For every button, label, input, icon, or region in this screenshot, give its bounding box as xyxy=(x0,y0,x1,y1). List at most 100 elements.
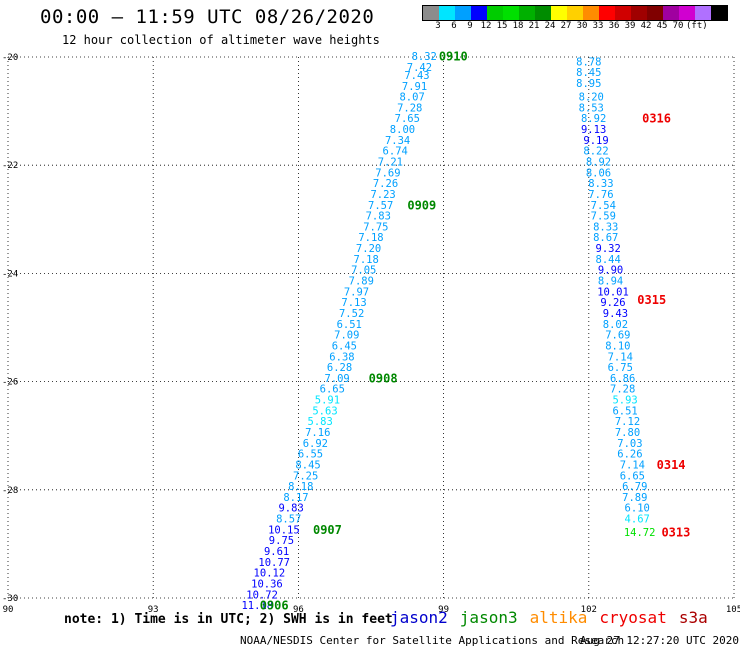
data-point-jason3: 7.13 xyxy=(341,297,366,309)
data-point-cryosat: 8.02 xyxy=(603,319,628,331)
data-point-jason3: 5.83 xyxy=(308,416,333,428)
x-tick-label: 93 xyxy=(148,605,159,615)
x-tick-label: 96 xyxy=(293,605,304,615)
legend-swatch xyxy=(599,6,615,20)
data-point-cryosat: 8.67 xyxy=(593,232,618,244)
satellite-name: jason3 xyxy=(459,608,518,627)
data-point-cryosat: 8.92 xyxy=(581,113,606,125)
data-point-jason3: 7.65 xyxy=(395,113,420,125)
data-point-jason3: 10.77 xyxy=(258,557,290,569)
legend-label: (ft) xyxy=(686,21,708,31)
data-point-cryosat: 8.92 xyxy=(586,156,611,168)
data-point-cryosat: 6.10 xyxy=(625,503,650,515)
legend-swatch xyxy=(535,6,551,20)
data-point-cryosat: 9.19 xyxy=(583,135,608,147)
y-tick-label: -22 xyxy=(2,161,18,171)
pass-time-label: 0907 xyxy=(313,523,342,537)
data-point-cryosat: 9.32 xyxy=(596,243,621,255)
data-point-cryosat: 8.33 xyxy=(593,221,618,233)
data-point-cryosat: 8.06 xyxy=(586,167,611,179)
data-point-cryosat: 7.03 xyxy=(617,438,642,450)
data-point-jason3: 7.34 xyxy=(385,135,410,147)
data-point-cryosat: 7.76 xyxy=(588,189,613,201)
data-point-jason3: 9.83 xyxy=(278,503,303,515)
data-point-jason3: 8.17 xyxy=(283,492,308,504)
data-point-jason3: 7.25 xyxy=(293,470,318,482)
legend-label: 18 xyxy=(512,21,524,31)
data-point-jason3: 10.72 xyxy=(246,589,278,601)
data-point-cryosat: 9.13 xyxy=(581,124,606,136)
legend-label: 15 xyxy=(496,21,508,31)
data-point-cryosat: 8.44 xyxy=(596,254,621,266)
data-point-jason3: 8.18 xyxy=(288,481,313,493)
legend-swatch xyxy=(695,6,711,20)
data-point-jason3: 7.18 xyxy=(354,254,379,266)
data-point-jason3: 5.91 xyxy=(315,395,340,407)
pass-time-label: 0910 xyxy=(439,50,468,64)
data-point-jason3: 7.91 xyxy=(402,81,427,93)
data-point-cryosat: 5.93 xyxy=(612,395,637,407)
data-point-cryosat: 8.10 xyxy=(605,340,630,352)
data-point-jason3: 7.28 xyxy=(397,102,422,114)
data-point-jason3: 7.57 xyxy=(368,200,393,212)
data-point-jason3: 10.12 xyxy=(254,568,286,580)
footer-note: note: 1) Time is in UTC; 2) SWH is in fe… xyxy=(64,612,393,627)
legend-label: 24 xyxy=(544,21,556,31)
data-point-jason3: 7.97 xyxy=(344,286,369,298)
legend-label: 30 xyxy=(576,21,588,31)
legend-swatch xyxy=(679,6,695,20)
data-point-jason3: 5.63 xyxy=(312,405,337,417)
pass-time-label: 0314 xyxy=(657,458,686,472)
data-point-jason3: 6.38 xyxy=(329,351,354,363)
y-tick-label: -26 xyxy=(2,378,18,388)
legend-swatch xyxy=(647,6,663,20)
data-point-jason3: 7.89 xyxy=(349,276,374,288)
legend-swatch xyxy=(663,6,679,20)
legend-label: 12 xyxy=(480,21,492,31)
satellite-name: altika xyxy=(529,608,588,627)
data-point-jason3: 6.51 xyxy=(337,319,362,331)
legend-label: 6 xyxy=(451,21,457,31)
legend-label: 27 xyxy=(560,21,572,31)
legend-label: 39 xyxy=(624,21,636,31)
data-point-jason3: 6.65 xyxy=(320,384,345,396)
legend-label: 21 xyxy=(528,21,540,31)
y-tick-label: -30 xyxy=(2,594,18,604)
legend-swatch xyxy=(631,6,647,20)
pass-time-label: 0909 xyxy=(407,198,436,212)
legend-swatch xyxy=(439,6,455,20)
satellite-legend: jason2 jason3 altika cryosat s3a xyxy=(390,608,720,627)
y-tick-label: -28 xyxy=(2,486,18,496)
legend-swatch xyxy=(423,6,439,20)
satellite-name: jason2 xyxy=(390,608,448,627)
legend-swatch xyxy=(567,6,583,20)
legend-label: 3 xyxy=(435,21,441,31)
data-point-jason3: 7.18 xyxy=(358,232,383,244)
data-point-cryosat: 14.72 xyxy=(624,527,656,539)
y-tick-label: -24 xyxy=(2,269,18,279)
x-tick-label: 90 xyxy=(3,605,14,615)
data-point-cryosat: 7.54 xyxy=(591,200,616,212)
data-point-cryosat: 8.22 xyxy=(583,146,608,158)
data-point-jason3: 7.83 xyxy=(366,211,391,223)
data-point-cryosat: 7.14 xyxy=(620,459,645,471)
pass-time-label: 0315 xyxy=(637,293,666,307)
data-point-cryosat: 7.59 xyxy=(591,211,616,223)
data-point-cryosat: 7.89 xyxy=(622,492,647,504)
data-point-jason3: 6.28 xyxy=(327,362,352,374)
data-point-jason3: 7.09 xyxy=(324,373,349,385)
data-point-cryosat: 7.14 xyxy=(608,351,633,363)
data-point-cryosat: 8.45 xyxy=(576,67,601,79)
legend-swatch xyxy=(583,6,599,20)
y-tick-label: -20 xyxy=(2,53,18,63)
data-point-jason3: 6.45 xyxy=(332,340,357,352)
data-point-cryosat: 8.33 xyxy=(588,178,613,190)
data-point-cryosat: 7.12 xyxy=(615,416,640,428)
legend-label: 33 xyxy=(592,21,604,31)
data-point-jason3: 7.05 xyxy=(351,265,376,277)
data-point-jason3: 6.74 xyxy=(383,146,408,158)
legend-swatch xyxy=(455,6,471,20)
legend-swatch xyxy=(711,6,727,20)
data-point-cryosat: 6.51 xyxy=(612,405,637,417)
